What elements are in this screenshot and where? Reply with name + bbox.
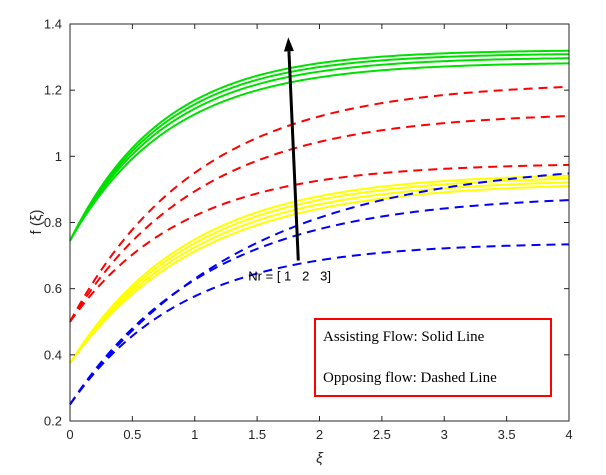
y-tick-label: 0.2 [44, 414, 62, 429]
x-tick-label: 0.5 [123, 427, 141, 442]
y-tick-label: 1.4 [44, 17, 62, 32]
annotation-arrow-shaft [287, 51, 300, 261]
legend-line-solid: Assisting Flow: Solid Line [323, 329, 485, 345]
curves-layer [69, 49, 570, 406]
series-line-yellow-11 [69, 185, 570, 364]
annotation-arrow-head [283, 37, 294, 52]
x-tick-label: 0 [66, 427, 73, 442]
annotation-label: Nr = [ 1 2 3] [248, 269, 331, 284]
y-axis-title: f (ξ) [28, 209, 45, 234]
x-tick-label: 3.5 [498, 427, 516, 442]
legend-box [314, 318, 552, 397]
series-line-yellow-8 [69, 174, 570, 364]
y-tick-label: 0.6 [44, 281, 62, 296]
x-tick-label: 2.5 [373, 427, 391, 442]
x-tick-label: 1.5 [248, 427, 266, 442]
series-line-blue-13 [69, 199, 570, 406]
y-tick-label: 1 [55, 149, 62, 164]
x-axis-title: ξ [316, 450, 324, 467]
y-tick-label: 1.2 [44, 83, 62, 98]
series-line-green-3 [69, 57, 570, 242]
legend-line-dashed: Opposing flow: Dashed Line [323, 370, 497, 386]
annotation-layer: Nr = [ 1 2 3] [248, 37, 331, 284]
y-tick-label: 0.8 [44, 215, 62, 230]
x-tick-label: 2 [316, 427, 323, 442]
series-line-yellow-10 [69, 181, 570, 364]
x-tick-label: 1 [191, 427, 198, 442]
x-tick-label: 3 [441, 427, 448, 442]
series-line-blue-12 [69, 172, 570, 406]
y-tick-label: 0.4 [44, 347, 62, 362]
series-line-green-1 [69, 49, 570, 242]
series-line-red-6 [69, 115, 570, 323]
series-line-green-2 [69, 53, 570, 242]
series-line-red-5 [69, 85, 570, 323]
series-line-green-4 [69, 62, 570, 242]
ticks-layer: 0 0.5 1 1.5 2 2.5 3 3.5 4 0.2 0.4 0.6 0.8 1 1.2 1.4 [44, 17, 573, 443]
x-tick-label: 4 [565, 427, 572, 442]
